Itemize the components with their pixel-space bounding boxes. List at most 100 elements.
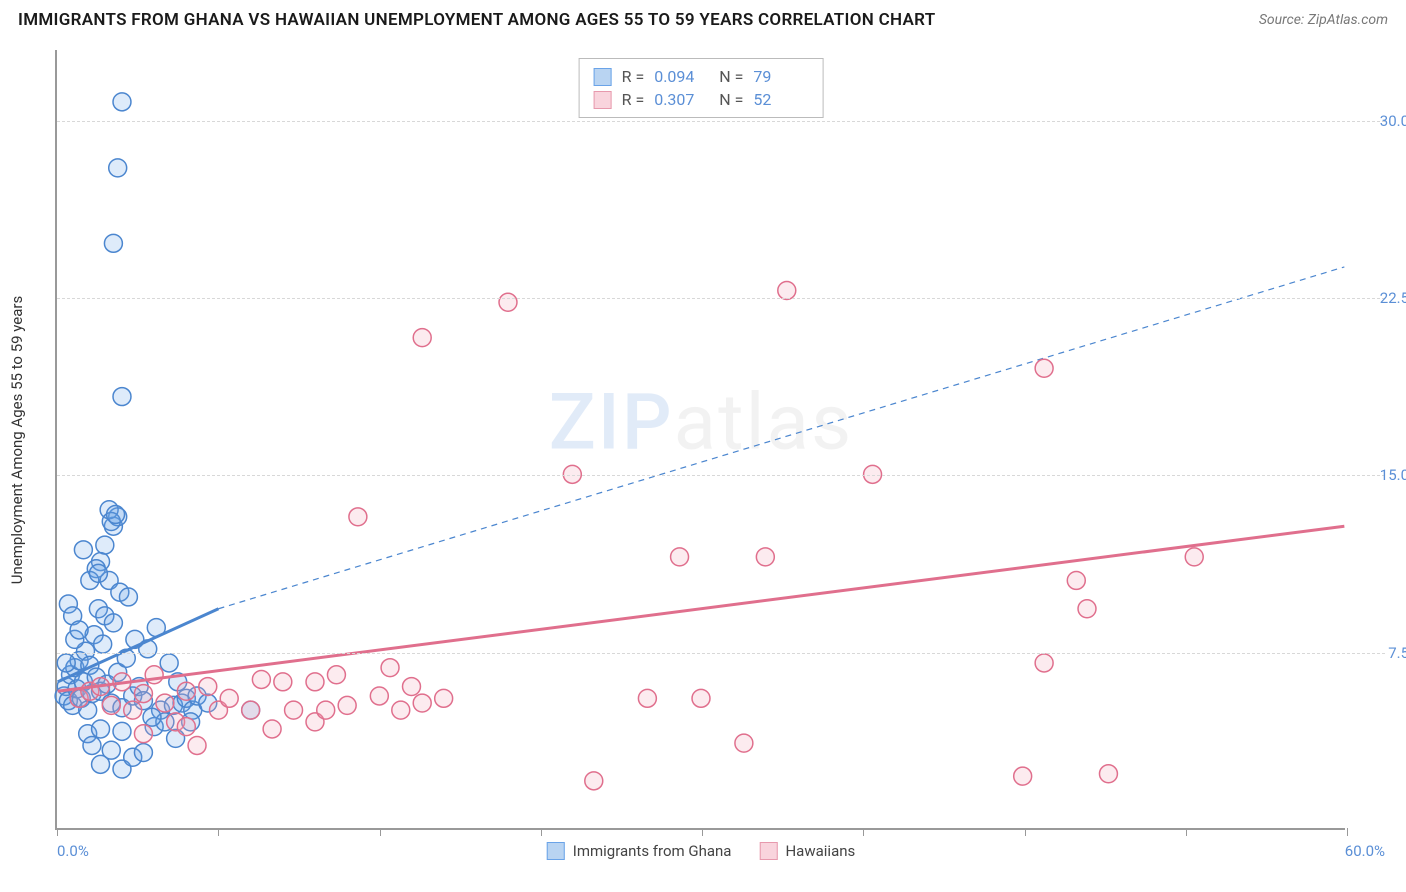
scatter-point: [285, 701, 303, 719]
x-tick: [702, 828, 703, 836]
n-label: N =: [719, 90, 743, 109]
legend-swatch: [759, 842, 777, 860]
scatter-point: [1078, 600, 1096, 618]
scatter-canvas: [57, 50, 1345, 828]
stats-box: R = 0.094 N = 79 R = 0.307 N = 52: [579, 58, 824, 118]
scatter-point: [134, 685, 152, 703]
x-tick: [1186, 828, 1187, 836]
legend-item: Immigrants from Ghana: [547, 842, 732, 860]
scatter-point: [156, 694, 174, 712]
scatter-point: [94, 635, 112, 653]
scatter-point: [778, 281, 796, 299]
r-label: R =: [622, 90, 645, 109]
scatter-point: [102, 696, 120, 714]
scatter-point: [1035, 654, 1053, 672]
scatter-point: [92, 720, 110, 738]
scatter-point: [57, 654, 75, 672]
scatter-point: [403, 678, 421, 696]
scatter-point: [263, 720, 281, 738]
x-tick: [541, 828, 542, 836]
scatter-point: [177, 682, 195, 700]
trend-line: [58, 526, 1345, 691]
gridline-h: [57, 653, 1385, 654]
scatter-point: [638, 689, 656, 707]
scatter-point: [70, 621, 88, 639]
scatter-point: [104, 614, 122, 632]
legend-item: Hawaiians: [759, 842, 855, 860]
scatter-point: [1185, 548, 1203, 566]
scatter-point: [109, 159, 127, 177]
scatter-point: [143, 708, 161, 726]
scatter-point: [124, 701, 142, 719]
scatter-point: [119, 588, 137, 606]
stats-swatch: [594, 68, 612, 86]
scatter-point: [83, 737, 101, 755]
scatter-point: [692, 689, 710, 707]
stats-swatch: [594, 91, 612, 109]
y-tick-label: 15.0%: [1380, 466, 1406, 484]
scatter-point: [327, 666, 345, 684]
gridline-h: [57, 475, 1385, 476]
x-tick: [218, 828, 219, 836]
scatter-point: [392, 701, 410, 719]
scatter-point: [220, 689, 238, 707]
gridline-h: [57, 298, 1385, 299]
scatter-point: [113, 722, 131, 740]
scatter-point: [177, 718, 195, 736]
stats-row: R = 0.094 N = 79: [594, 65, 809, 88]
scatter-point: [735, 734, 753, 752]
scatter-point: [563, 465, 581, 483]
source-label: Source: ZipAtlas.com: [1259, 12, 1388, 28]
x-tick: [57, 828, 58, 836]
scatter-point: [317, 701, 335, 719]
trend-line-extrapolated: [218, 267, 1344, 609]
scatter-point: [104, 234, 122, 252]
scatter-point: [274, 673, 292, 691]
scatter-point: [242, 701, 260, 719]
legend-label: Hawaiians: [785, 842, 855, 860]
chart-title: IMMIGRANTS FROM GHANA VS HAWAIIAN UNEMPL…: [18, 10, 935, 30]
scatter-point: [134, 744, 152, 762]
scatter-point: [89, 564, 107, 582]
scatter-point: [671, 548, 689, 566]
n-label: N =: [719, 67, 743, 86]
scatter-point: [113, 388, 131, 406]
legend-label: Immigrants from Ghana: [573, 842, 732, 860]
plot-region: ZIPatlas R = 0.094 N = 79 R = 0.307 N = …: [55, 50, 1345, 830]
scatter-point: [113, 93, 131, 111]
x-tick: [1347, 828, 1348, 836]
scatter-point: [199, 678, 217, 696]
r-value: 0.307: [654, 90, 709, 109]
scatter-point: [499, 293, 517, 311]
scatter-point: [435, 689, 453, 707]
gridline-h: [57, 121, 1385, 122]
scatter-point: [252, 670, 270, 688]
scatter-point: [1014, 767, 1032, 785]
scatter-point: [1035, 359, 1053, 377]
scatter-point: [585, 772, 603, 790]
stats-row: R = 0.307 N = 52: [594, 88, 809, 111]
scatter-point: [864, 465, 882, 483]
chart-header: IMMIGRANTS FROM GHANA VS HAWAIIAN UNEMPL…: [18, 10, 1388, 30]
n-value: 79: [753, 67, 808, 86]
x-tick: [1025, 828, 1026, 836]
scatter-point: [306, 673, 324, 691]
scatter-point: [1099, 765, 1117, 783]
scatter-point: [1067, 571, 1085, 589]
x-tick: [380, 828, 381, 836]
scatter-point: [107, 505, 125, 523]
n-value: 52: [753, 90, 808, 109]
y-tick-label: 22.5%: [1380, 289, 1406, 307]
y-tick-label: 30.0%: [1380, 112, 1406, 130]
scatter-point: [338, 696, 356, 714]
chart-area: ZIPatlas R = 0.094 N = 79 R = 0.307 N = …: [55, 50, 1345, 830]
scatter-point: [96, 536, 114, 554]
scatter-point: [188, 737, 206, 755]
scatter-point: [413, 694, 431, 712]
legend-swatch: [547, 842, 565, 860]
x-axis-max-label: 60.0%: [1345, 842, 1385, 860]
y-tick-label: 7.5%: [1388, 644, 1406, 662]
scatter-point: [160, 654, 178, 672]
scatter-point: [370, 687, 388, 705]
y-axis-label: Unemployment Among Ages 55 to 59 years: [8, 296, 26, 584]
